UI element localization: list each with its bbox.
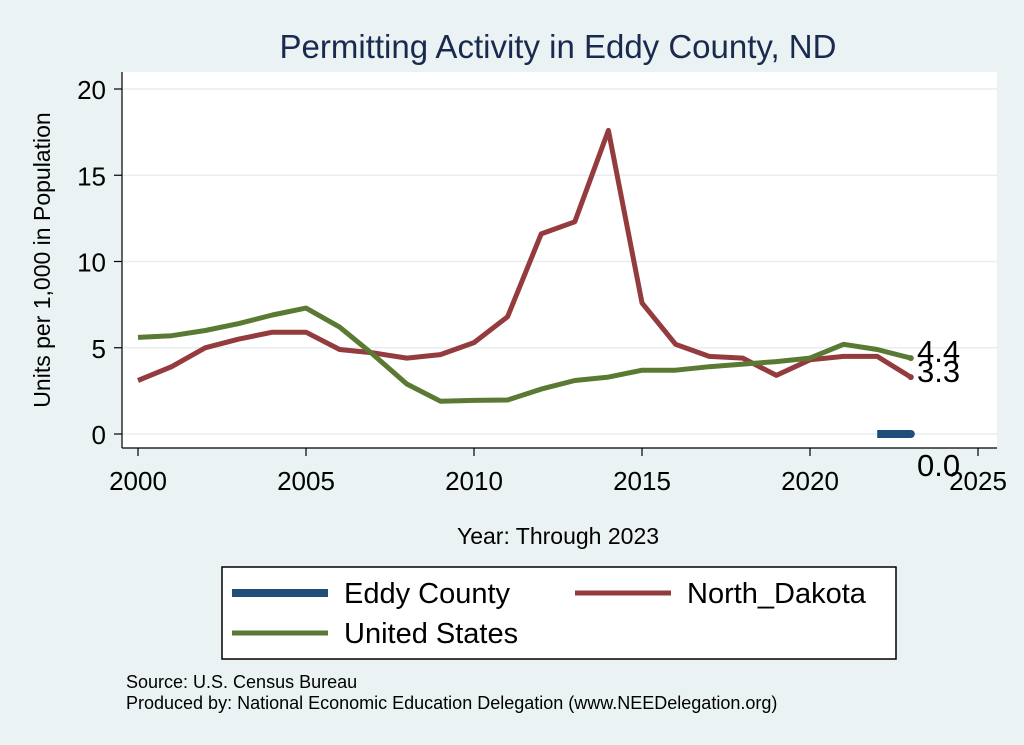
- series-line-united-states: [137, 305, 912, 404]
- x-axis-ticks: 2000 2005 2010 2015 2020 2025: [109, 448, 1007, 496]
- x-tick-label-2015: 2015: [613, 466, 671, 496]
- legend: Eddy County North_Dakota United States: [221, 566, 897, 660]
- y-tick-label-20: 20: [77, 75, 106, 105]
- series-end-marker-north-dakota: [907, 374, 914, 381]
- end-label-north-dakota: 3.3: [917, 354, 960, 389]
- end-label-eddy-county: 0.0: [917, 448, 960, 483]
- series-line-north-dakota: [137, 127, 913, 383]
- grid-lines: [122, 88, 997, 435]
- end-labels: 0.0 3.34.4: [917, 334, 960, 483]
- y-axis-ticks: 0 5 10 15 20: [77, 75, 122, 450]
- x-tick-label-2020: 2020: [781, 466, 839, 496]
- legend-items: Eddy County North_Dakota United States: [232, 578, 867, 650]
- legend-box: [221, 566, 897, 660]
- y-tick-label-0: 0: [92, 420, 106, 450]
- legend-label-north-dakota: North_Dakota: [687, 578, 867, 610]
- x-axis-title: Year: Through 2023: [457, 523, 659, 549]
- y-tick-label-5: 5: [92, 334, 106, 364]
- chart-title: Permitting Activity in Eddy County, ND: [280, 28, 837, 65]
- x-tick-label-2025: 2025: [949, 466, 1007, 496]
- y-axis-title: Units per 1,000 in Population: [29, 112, 55, 407]
- plot-area: [122, 72, 997, 448]
- y-tick-label-10: 10: [77, 248, 106, 278]
- x-tick-label-2000: 2000: [109, 466, 167, 496]
- legend-label-united-states: United States: [344, 618, 518, 650]
- series-layer: [137, 127, 915, 438]
- end-label-united-states: 4.4: [917, 334, 960, 369]
- x-tick-label-2005: 2005: [277, 466, 335, 496]
- source-line-2: Produced by: National Economic Education…: [126, 693, 777, 713]
- y-tick-label-15: 15: [77, 161, 106, 191]
- x-tick-label-2010: 2010: [445, 466, 503, 496]
- source-line-1: Source: U.S. Census Bureau: [126, 672, 357, 692]
- series-end-marker-united-states: [907, 355, 914, 362]
- series-end-marker-eddy-county: [906, 430, 915, 438]
- legend-label-eddy-county: Eddy County: [344, 578, 511, 610]
